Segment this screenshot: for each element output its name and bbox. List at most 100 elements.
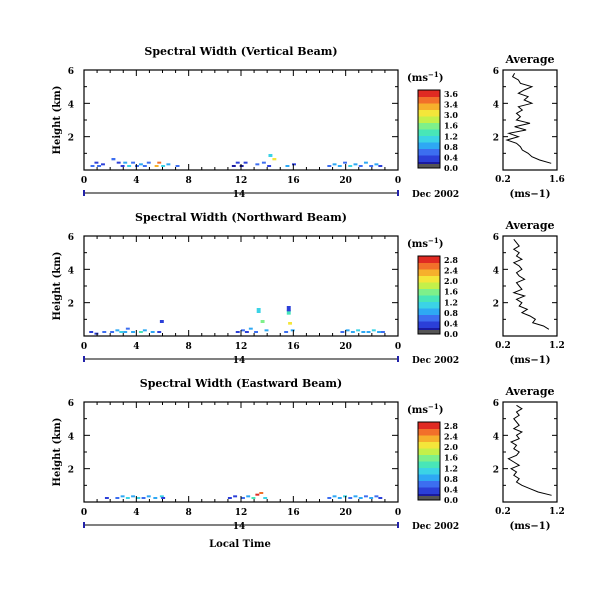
data-cell [348,497,353,499]
colorbar-swatch [418,269,440,276]
data-cell [161,165,166,167]
date-label: Dec 2002 [412,356,459,366]
colorbar-label: 0.0 [444,495,458,505]
colorbar-label: 0.0 [444,329,458,339]
data-cell [345,329,350,332]
data-cell [97,165,102,167]
colorbar-label: 1.6 [444,453,458,463]
colorbar-swatch [418,422,440,429]
data-cell [161,497,166,499]
colorbar-unit: (ms−1) [407,236,443,250]
data-cell [358,165,363,167]
data-cell [138,163,143,166]
average-title: Average [504,385,554,398]
colorbar-label: 2.8 [444,255,458,265]
colorbar-label: 3.0 [444,110,458,120]
colorbar-swatch [418,441,440,449]
colorbar-label: 0.0 [444,163,458,173]
data-cell [285,165,290,167]
data-cell [263,497,268,499]
data-cell [142,329,147,332]
data-cell [111,158,116,161]
data-cell [101,163,105,166]
data-cell [366,331,371,333]
y-tick-label: 4 [68,266,74,276]
colorbar-swatch [418,148,440,156]
data-cell [131,161,136,164]
x-tick-label: 8 [186,342,192,352]
data-cell [356,329,361,332]
average-y-tick-label: 4 [493,100,499,110]
average-y-tick-label: 6 [493,233,499,243]
colorbar-label: 2.8 [444,421,458,431]
colorbar-label: 1.2 [444,297,458,307]
average-y-tick-label: 4 [493,266,499,276]
x-tick-label: 4 [133,342,139,352]
x-tick-label: 20 [339,176,352,186]
colorbar-swatch [418,288,440,296]
colorbar-label: 1.2 [444,463,458,473]
data-cell [374,163,379,166]
colorbar-label: 2.0 [444,276,458,286]
data-cell [94,161,99,164]
average-y-tick-label: 6 [493,399,499,409]
data-cell [378,497,383,499]
average-x-tick-label: 0.2 [495,507,511,517]
average-y-tick-label: 6 [493,67,499,77]
data-cell [369,497,374,499]
data-cell [115,329,120,332]
data-cell [123,331,128,333]
local-time-label: Local Time [209,539,271,550]
average-x-label: (ms−1) [509,189,550,200]
data-cell [89,331,94,333]
panel-title: Spectral Width (Vertical Beam) [144,45,337,58]
average-panel: Average 2 4 6 0.2 1.6 (ms−1) [493,53,565,200]
date-label: Dec 2002 [412,190,459,200]
colorbar-swatch [418,314,440,322]
x-tick-label: 8 [186,508,192,518]
y-tick-label: 2 [68,300,74,310]
y-axis-label: Height (km) [52,252,63,321]
data-cell [292,163,296,166]
y-tick-label: 4 [68,432,74,442]
average-x-tick-label: 1.2 [549,507,565,517]
data-cell [363,161,368,164]
average-profile-line [507,404,552,496]
colorbar-zero-swatch [418,496,440,500]
colorbar-swatch [418,142,440,149]
data-cell [340,331,345,333]
data-cell [246,495,251,498]
average-profile-line [505,73,552,164]
colorbar-swatch [418,96,440,104]
average-x-tick-label: 1.6 [549,175,565,185]
day-label: 14 [233,190,246,200]
data-cell [116,161,121,164]
data-cell [131,495,136,498]
colorbar-swatch [418,301,440,309]
data-cell [343,161,347,164]
panels: Spectral Width (Vertical Beam)0 4 8 12 16 20 0… [52,45,565,532]
colorbar-frame [417,421,441,501]
average-profile-line [512,238,550,330]
colorbar-swatch [418,262,440,270]
data-cell [267,165,272,167]
average-title: Average [504,53,554,66]
data-cell [343,495,347,498]
data-cell [361,331,366,333]
colorbar-zero-swatch [418,330,440,334]
average-x-label: (ms−1) [509,355,550,366]
colorbar-swatch [418,275,440,283]
colorbar-swatch [418,109,440,117]
colorbar-swatch [418,135,440,143]
data-cell [337,165,342,167]
data-cell [348,165,353,167]
x-tick-label: 16 [287,342,300,352]
colorbar-swatch [418,448,440,455]
average-x-tick-label: 0.2 [495,341,511,351]
data-cell [233,495,238,498]
panel-3: Spectral Width (Eastward Beam)0 4 8 12 16 20 0… [52,377,565,532]
data-cell [259,492,264,494]
data-cell [353,495,358,498]
data-cell [358,497,363,499]
data-cell [251,497,256,499]
